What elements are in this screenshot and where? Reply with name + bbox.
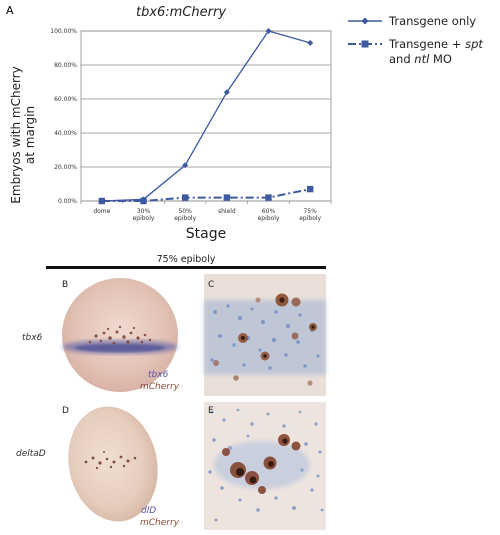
x-tick-label: 75% — [303, 208, 317, 215]
legend-label-transgene-only: Transgene only — [388, 14, 476, 28]
legend-diamond-marker — [361, 17, 369, 25]
series-2-point — [223, 194, 231, 201]
series-1-point — [265, 28, 272, 34]
series-2-point — [98, 197, 106, 205]
y-tick-label: 0.00% — [58, 198, 77, 205]
panel-e-letter: E — [208, 406, 214, 416]
x-tick-label: dome — [93, 208, 110, 215]
series-line-2 — [101, 188, 311, 202]
panel-b-probe-label: tbx6 — [148, 370, 169, 380]
panel-d-image: D dlD mCherry — [58, 402, 183, 532]
panel-a-letter: A — [6, 4, 14, 17]
series-2-point — [181, 194, 189, 201]
panel-d-letter: D — [62, 406, 69, 416]
series-line-1 — [101, 30, 311, 202]
x-axis-label: Stage — [186, 226, 226, 242]
x-tick-label-line2: epiboly — [258, 215, 280, 222]
panel-d-reporter-label: mCherry — [140, 518, 180, 528]
x-tick-label-line2: epiboly — [299, 215, 321, 222]
legend-label-transgene-mo-line1: Transgene + spt — [388, 37, 483, 51]
series-2-point — [265, 194, 272, 201]
legend: Transgene only Transgene + spt and ntl M… — [348, 14, 483, 66]
y-axis-label-line2: at margin — [23, 106, 37, 164]
panel-b-image: B tbx6 mCherry — [58, 274, 183, 399]
y-tick-label: 100.00% — [50, 28, 77, 35]
panel-b-letter: B — [62, 280, 68, 290]
legend-square-marker — [361, 40, 369, 48]
series-1-point — [182, 162, 189, 169]
x-tick-label: shield — [218, 208, 236, 215]
chart-plot-area — [80, 28, 332, 205]
y-axis-label-line1: Embryos with mCherry — [9, 66, 23, 203]
plot-border — [80, 30, 332, 202]
panel-d-probe-label: dlD — [141, 506, 156, 516]
panel-c-image: C — [204, 274, 326, 396]
series-1-point — [307, 39, 314, 46]
legend-label-transgene-mo-line2: and ntl MO — [389, 52, 452, 66]
series-2-point — [306, 185, 314, 193]
chart-title: tbx6:mCherry — [136, 5, 226, 20]
row-label-deltad: deltaD — [16, 449, 46, 459]
legend-item-transgene-mo: Transgene + spt and ntl MO — [348, 37, 483, 66]
row-label-tbx6: tbx6 — [22, 333, 43, 343]
y-tick-label: 80.00% — [54, 62, 77, 69]
y-tick-label: 40.00% — [54, 130, 77, 137]
series-2-point — [140, 197, 147, 205]
y-tick-label: 60.00% — [54, 96, 77, 103]
panel-c-letter: C — [208, 280, 214, 290]
x-tick-label: 60% — [262, 208, 276, 215]
x-tick-label-line2: epiboly — [133, 215, 155, 222]
x-tick-label-line2: epiboly — [174, 215, 196, 222]
stage-bar — [46, 266, 326, 269]
panel-b-reporter-label: mCherry — [140, 382, 180, 392]
panel-e-image: E — [204, 402, 326, 530]
series-1-point — [223, 89, 230, 96]
legend-item-transgene-only: Transgene only — [348, 14, 476, 28]
x-tick-label: 50% — [178, 208, 192, 215]
y-tick-labels: 0.00% 20.00% 40.00% 60.00% 80.00% 100.00% — [50, 28, 77, 205]
y-tick-label: 20.00% — [54, 164, 77, 171]
stage-bar-label: 75% epiboly — [157, 254, 216, 265]
x-tick-label: 30% — [137, 208, 151, 215]
